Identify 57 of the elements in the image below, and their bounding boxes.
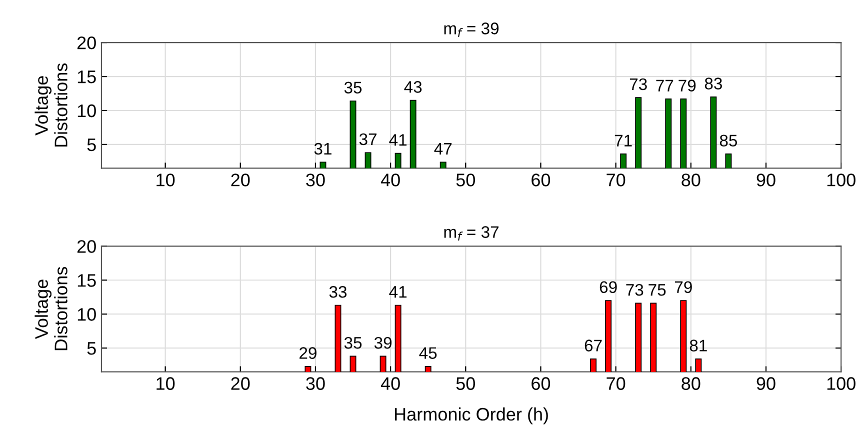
y-tick-label: 20: [77, 240, 96, 253]
annotation: 41: [389, 134, 407, 146]
annotation: 75: [648, 284, 666, 296]
y-tick-label: 5: [87, 138, 96, 152]
annotation: 79: [674, 281, 692, 294]
x-tick-label: 60: [532, 174, 550, 186]
x-tick-label: 90: [756, 377, 776, 390]
y-tick-label: 15: [78, 70, 96, 84]
annotation: 81: [690, 340, 707, 352]
x-tick-label: 20: [231, 174, 250, 186]
x-tick-label: 40: [380, 377, 400, 390]
y-tick-label: 15: [78, 274, 96, 287]
annotation: 35: [344, 336, 362, 349]
x-tick-label: 30: [306, 174, 325, 186]
annotation: 33: [329, 286, 347, 298]
y-tick-label: 5: [87, 342, 96, 355]
annotation: 41: [389, 286, 407, 298]
chart-title: m$_{f}$ = 37: [444, 226, 498, 241]
annotation: 35: [344, 82, 362, 94]
x-tick-label: 30: [306, 377, 325, 390]
x-tick-label: 50: [456, 174, 475, 186]
annotation: 73: [626, 284, 644, 296]
x-tick-label: 40: [380, 174, 400, 186]
y-tick-label: 10: [78, 308, 96, 321]
x-tick-label: 80: [682, 174, 700, 186]
annotation: 79: [678, 80, 696, 92]
annotation: 73: [630, 78, 647, 90]
annotation: 37: [359, 133, 376, 146]
annotation: 77: [656, 80, 674, 92]
annotation: 83: [704, 78, 722, 90]
annotation: 45: [419, 347, 437, 359]
x-tick-label: 100: [827, 174, 856, 186]
x-tick-label: 80: [682, 377, 700, 390]
x-tick-label: 10: [156, 174, 175, 186]
x-tick-label: 70: [606, 174, 626, 186]
annotation: 39: [374, 336, 392, 349]
y-tick-label: 20: [77, 36, 96, 50]
annotation: 31: [314, 142, 332, 155]
chart-title: m$_{f}$ = 39: [444, 22, 499, 37]
y-tick-label: 10: [78, 104, 96, 118]
annotation: 71: [614, 134, 632, 146]
y-axis-title: Voltage Distortions: [34, 63, 68, 147]
x-tick-label: 100: [827, 377, 856, 390]
x-tick-label: 70: [606, 377, 626, 390]
x-tick-label: 60: [532, 377, 550, 390]
annotation: 47: [434, 143, 452, 154]
x-tick-label: 90: [756, 174, 776, 186]
annotation: 67: [584, 340, 602, 352]
annotation: 85: [720, 134, 738, 147]
annotation: 69: [600, 281, 617, 294]
x-tick-label: 20: [231, 377, 250, 390]
x-tick-label: 50: [456, 377, 475, 390]
annotation: 29: [300, 347, 316, 359]
annotation: 43: [404, 81, 422, 93]
x-axis-title: Harmonic Order (h): [395, 407, 548, 424]
x-tick-label: 10: [156, 377, 175, 390]
y-axis-title: Voltage Distortions: [34, 267, 68, 350]
